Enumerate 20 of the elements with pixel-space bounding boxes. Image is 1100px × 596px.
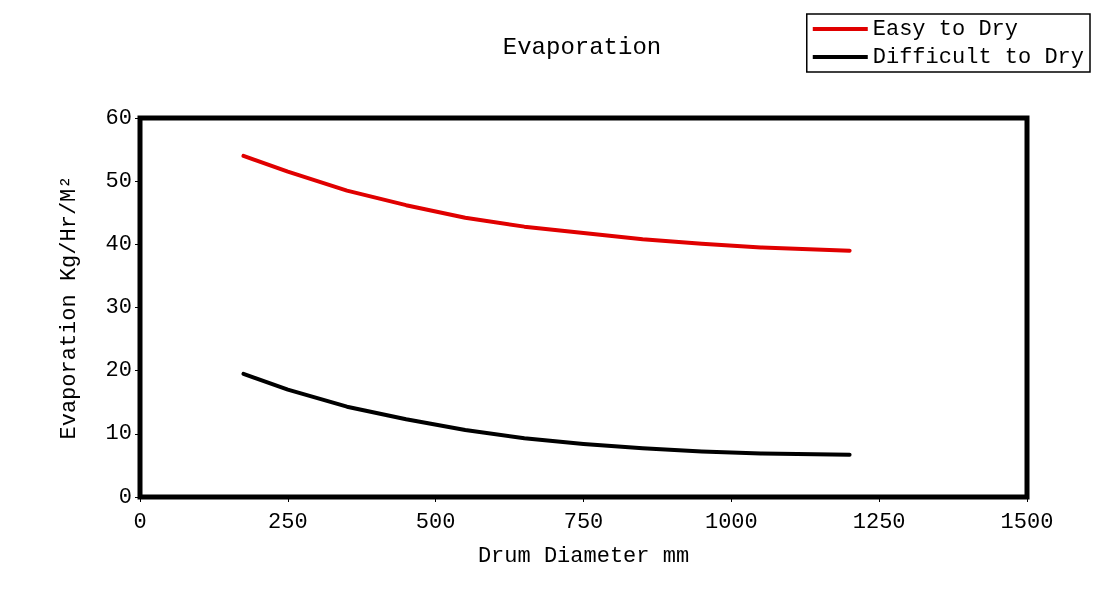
y-tick-label: 40 (105, 231, 132, 257)
y-tick-label: 0 (118, 484, 132, 510)
x-tick-label: 500 (415, 509, 456, 535)
x-tick-label: 250 (268, 509, 308, 535)
y-tick-label: 20 (105, 358, 132, 384)
chart-title: Evaporation (502, 33, 662, 61)
legend-label: Easy to Dry (872, 16, 1018, 42)
legend-label: Difficult to Dry (872, 44, 1084, 70)
line-series (241, 153, 852, 253)
x-tick-label: 1250 (852, 509, 906, 535)
x-tick-label: 750 (563, 509, 604, 535)
line-series (241, 371, 852, 457)
x-tick-label: 1000 (704, 509, 758, 535)
y-axis-title: Evaporation Kg/Hr/M² (56, 175, 82, 440)
y-tick-label: 60 (105, 105, 132, 131)
x-axis-title: Drum Diameter mm (477, 543, 690, 569)
y-tick-label: 10 (105, 421, 132, 447)
y-tick-label: 30 (105, 295, 132, 320)
y-tick-label: 50 (105, 168, 132, 194)
x-tick-label: 1500 (1000, 509, 1054, 535)
